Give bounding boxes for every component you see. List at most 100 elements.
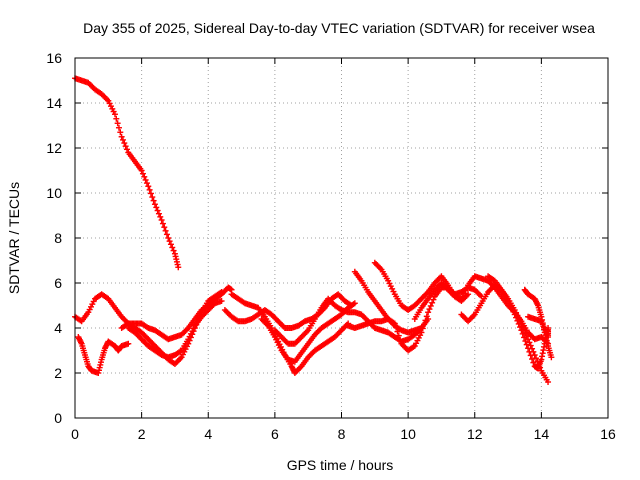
- data-point: [165, 235, 172, 241]
- plot-frame: [74, 57, 609, 419]
- x-tick-label: 14: [534, 426, 550, 442]
- data-point: [154, 207, 161, 214]
- data-point: [162, 227, 169, 234]
- data-point: [123, 146, 130, 153]
- data-point: [423, 313, 430, 320]
- data-point: [138, 167, 145, 174]
- data-point: [465, 291, 472, 298]
- data-point: [391, 320, 398, 327]
- y-tick-label: 12: [46, 140, 62, 156]
- series-arc-5: [125, 298, 225, 361]
- x-tick-label: 8: [338, 426, 346, 442]
- y-axis-label: SDTVAR / TECUs: [6, 182, 22, 294]
- data-point: [122, 143, 129, 150]
- data-point: [121, 140, 128, 147]
- data-point: [169, 244, 176, 251]
- series-arc-3: [75, 334, 132, 376]
- data-point: [426, 306, 433, 313]
- series-arc-7: [228, 291, 352, 376]
- data-point: [430, 296, 437, 303]
- data-point: [141, 173, 148, 180]
- data-point: [166, 238, 173, 245]
- data-point: [425, 309, 432, 316]
- data-point: [515, 320, 522, 327]
- data-point: [142, 176, 149, 183]
- x-tick-label: 6: [271, 426, 279, 442]
- data-point: [158, 217, 165, 223]
- data-point: [533, 355, 540, 362]
- data-point: [525, 345, 532, 352]
- y-tick-label: 14: [46, 95, 62, 111]
- series-arc-16: [521, 286, 555, 361]
- data-point: [421, 321, 428, 328]
- data-point: [145, 183, 152, 190]
- data-point: [523, 341, 530, 348]
- grid-lines: [75, 58, 608, 418]
- data-point: [525, 313, 532, 320]
- data-point: [548, 354, 555, 361]
- series-arc-8: [258, 300, 358, 365]
- data-point: [114, 120, 121, 127]
- data-point: [521, 334, 528, 341]
- data-point: [157, 213, 164, 220]
- data-point: [418, 329, 425, 336]
- data-point: [149, 194, 156, 201]
- data-point: [118, 133, 125, 140]
- data-point: [519, 330, 526, 337]
- data-point: [513, 314, 520, 321]
- chart-title: Day 355 of 2025, Sidereal Day-to-day VTE…: [83, 20, 595, 36]
- data-point: [393, 324, 400, 331]
- data-point: [527, 352, 534, 359]
- x-tick-label: 16: [600, 426, 616, 442]
- data-point: [115, 124, 122, 131]
- data-point: [159, 220, 166, 227]
- data-point: [530, 359, 537, 366]
- data-point: [119, 136, 126, 143]
- data-points: [72, 75, 555, 385]
- data-point: [167, 241, 174, 248]
- data-point: [522, 338, 529, 345]
- x-tick-label: 10: [400, 426, 416, 442]
- data-point: [153, 204, 160, 211]
- x-tick-label: 12: [467, 426, 483, 442]
- data-point: [143, 180, 150, 187]
- y-tick-label: 2: [54, 365, 62, 381]
- data-point: [517, 324, 524, 331]
- y-tick-label: 8: [54, 230, 62, 246]
- data-point: [125, 340, 132, 347]
- data-point: [529, 356, 536, 363]
- data-point: [397, 336, 404, 343]
- series-arc-4: [118, 284, 235, 343]
- x-tick-label: 2: [138, 426, 146, 442]
- data-point: [113, 115, 120, 122]
- data-point: [394, 328, 401, 335]
- data-point: [351, 300, 358, 307]
- data-point: [427, 302, 434, 309]
- y-tick-label: 16: [46, 50, 62, 66]
- data-point: [514, 317, 521, 324]
- data-point: [429, 299, 436, 306]
- y-tick-label: 4: [54, 320, 62, 336]
- data-point: [518, 327, 525, 334]
- data-point: [146, 186, 153, 193]
- data-point: [170, 247, 177, 254]
- data-point: [147, 190, 154, 197]
- data-point: [111, 111, 118, 118]
- axis-ticks: 0 2 4 6 8 10 12 14 16 0 2 4 6 8 10 12 14 16: [46, 50, 616, 442]
- data-point: [422, 317, 429, 324]
- x-axis-label: GPS time / hours: [287, 457, 394, 473]
- data-point: [139, 170, 146, 177]
- y-tick-label: 6: [54, 275, 62, 291]
- data-point: [395, 332, 402, 339]
- series-arc-1: [72, 75, 182, 271]
- data-point: [155, 210, 162, 217]
- data-point: [150, 197, 157, 204]
- data-point: [117, 129, 124, 136]
- data-point: [151, 201, 158, 208]
- series-arc-6: [221, 291, 355, 331]
- data-point: [545, 379, 552, 385]
- y-tick-label: 10: [46, 185, 62, 201]
- data-point: [163, 231, 170, 238]
- x-tick-label: 4: [204, 426, 212, 442]
